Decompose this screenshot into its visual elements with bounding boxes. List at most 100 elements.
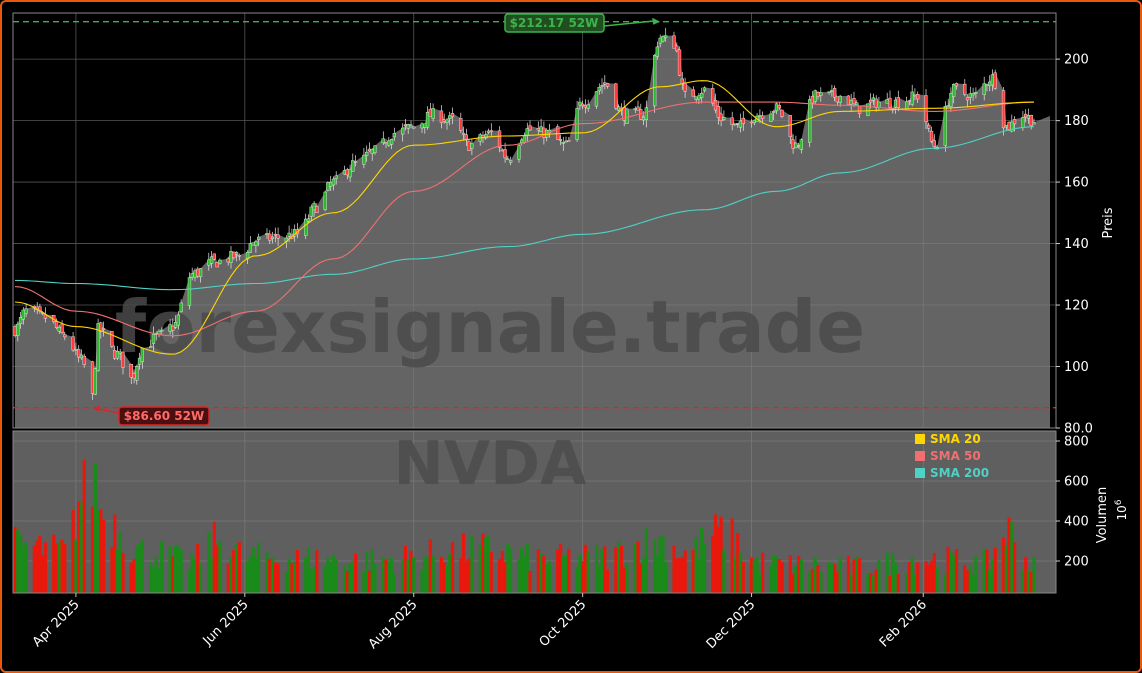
candle-up bbox=[74, 349, 78, 351]
candle-down bbox=[60, 323, 64, 334]
candle-down bbox=[846, 95, 851, 105]
candle-up bbox=[412, 126, 416, 129]
candle-up bbox=[401, 127, 405, 135]
volume-bar bbox=[932, 553, 936, 593]
volume-bar bbox=[102, 519, 106, 593]
volume-bar bbox=[954, 549, 959, 593]
candle-up bbox=[218, 259, 222, 264]
candle-up bbox=[445, 119, 449, 124]
volume-bar bbox=[713, 514, 718, 593]
candle-up bbox=[758, 115, 762, 117]
volume-bar bbox=[265, 552, 269, 593]
candle-down bbox=[993, 72, 997, 89]
candle-down bbox=[464, 134, 468, 140]
volume-bar bbox=[41, 555, 45, 593]
candle-down bbox=[711, 88, 715, 104]
candle-down bbox=[237, 254, 241, 257]
candle-up bbox=[193, 270, 197, 278]
volume-bar bbox=[617, 541, 621, 593]
price-tick-label: 100 bbox=[1064, 360, 1089, 375]
candle-up bbox=[331, 178, 336, 186]
volume-bar bbox=[702, 543, 707, 593]
candle-down bbox=[605, 82, 610, 87]
volume-bar bbox=[885, 552, 889, 593]
candle-up bbox=[600, 84, 604, 87]
candle-up bbox=[633, 108, 637, 110]
candle-down bbox=[268, 233, 272, 241]
candle-down bbox=[54, 321, 59, 329]
legend-swatch-sma50 bbox=[915, 451, 925, 461]
candle-up bbox=[877, 101, 881, 108]
volume-bar bbox=[90, 506, 95, 593]
legend-swatch-sma20 bbox=[915, 434, 925, 444]
candle-down bbox=[932, 140, 936, 147]
volume-bar bbox=[791, 574, 795, 593]
volume-bar bbox=[403, 546, 408, 593]
candle-up bbox=[722, 117, 726, 120]
price-tick-label: 180 bbox=[1064, 114, 1089, 129]
candle-up bbox=[190, 273, 194, 278]
candle-down bbox=[780, 109, 784, 117]
volume-bar bbox=[312, 566, 316, 593]
volume-bar bbox=[730, 518, 734, 593]
volume-bar bbox=[306, 547, 311, 593]
candle-up bbox=[173, 322, 178, 328]
volume-bar bbox=[248, 555, 252, 593]
candle-up bbox=[115, 351, 120, 359]
volume-bar bbox=[545, 564, 549, 593]
volume-bar bbox=[581, 561, 585, 593]
date-tick-label: Oct 2025 bbox=[537, 597, 590, 650]
candle-up bbox=[1026, 115, 1031, 119]
candle-up bbox=[309, 206, 313, 217]
volume-bar bbox=[525, 543, 529, 593]
high-52w-label: $212.17 52W bbox=[510, 16, 599, 30]
candle-up bbox=[484, 134, 488, 139]
candle-down bbox=[929, 130, 934, 142]
volume-bar bbox=[373, 563, 377, 593]
volume-bar bbox=[777, 559, 781, 593]
candle-up bbox=[16, 323, 20, 336]
candle-up bbox=[702, 87, 707, 91]
volume-bar bbox=[755, 557, 759, 593]
volume-bar bbox=[963, 564, 967, 593]
candle-up bbox=[365, 151, 369, 156]
candle-down bbox=[110, 331, 114, 347]
candle-down bbox=[907, 100, 912, 102]
volume-bar bbox=[273, 562, 277, 593]
candle-down bbox=[489, 130, 493, 132]
volume-bar bbox=[370, 549, 374, 593]
candle-up bbox=[381, 138, 385, 144]
volume-bar bbox=[509, 548, 513, 593]
candle-up bbox=[597, 86, 601, 91]
candle-down bbox=[963, 83, 967, 95]
volume-bar bbox=[749, 557, 754, 593]
volume-bar bbox=[916, 562, 920, 593]
candle-up bbox=[392, 133, 396, 138]
volume-bar bbox=[254, 557, 258, 593]
volume-bar bbox=[387, 561, 391, 593]
volume-bar bbox=[381, 557, 385, 593]
ticker-watermark: NVDA bbox=[394, 429, 587, 499]
volume-bar bbox=[149, 561, 153, 593]
volume-bar bbox=[79, 502, 84, 593]
candle-down bbox=[816, 92, 820, 97]
candle-up bbox=[799, 139, 804, 150]
volume-bar bbox=[539, 554, 543, 593]
candle-up bbox=[57, 327, 61, 332]
low-52w-arrow bbox=[97, 407, 120, 414]
volume-bar bbox=[445, 565, 449, 593]
volume-bar bbox=[1004, 545, 1008, 593]
volume-bar bbox=[974, 556, 978, 593]
candle-down bbox=[497, 130, 502, 148]
volume-bar bbox=[329, 561, 333, 593]
volume-bar bbox=[653, 540, 657, 593]
legend-label-sma20: SMA 20 bbox=[930, 432, 981, 446]
volume-bar bbox=[135, 546, 139, 593]
candle-up bbox=[539, 126, 543, 132]
volume-bar bbox=[506, 544, 510, 593]
volume-tick-label: 400 bbox=[1064, 515, 1089, 530]
volume-bar bbox=[461, 533, 466, 593]
volume-tick-label: 800 bbox=[1064, 435, 1089, 450]
volume-bar bbox=[517, 559, 521, 593]
